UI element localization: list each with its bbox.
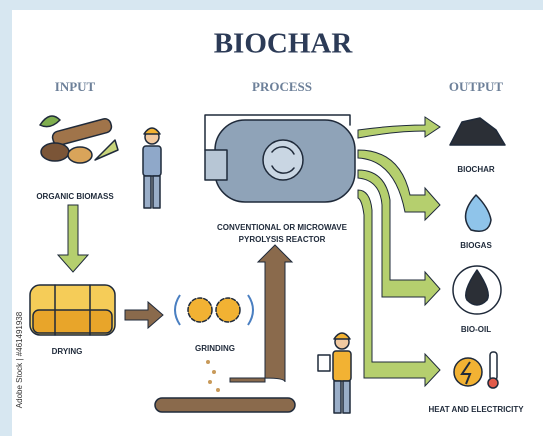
- conveyor: [154, 397, 296, 413]
- column-heading: PROCESS: [252, 79, 312, 94]
- output-label: BIO-OIL: [461, 325, 491, 334]
- heat-icon: [453, 351, 499, 389]
- output-arrows: [357, 116, 441, 388]
- biogas-icon: [464, 194, 492, 232]
- column-heading: INPUT: [55, 79, 96, 94]
- credit: Adobe Stock | #461491938: [15, 311, 24, 408]
- worker: [142, 127, 162, 209]
- node-label: CONVENTIONAL OR MICROWAVE: [217, 223, 348, 232]
- bio-oil-icon: [465, 269, 489, 306]
- column-heading: OUTPUT: [449, 79, 504, 94]
- grinding-icon: [174, 294, 254, 392]
- biomass-icon: [39, 115, 119, 164]
- worker: [317, 332, 352, 414]
- node-label: GRINDING: [195, 344, 235, 353]
- output-label: HEAT AND ELECTRICITY: [428, 405, 524, 414]
- node-label: DRYING: [52, 347, 83, 356]
- biochar-icon: [449, 117, 506, 146]
- node-label: PYROLYSIS REACTOR: [239, 235, 326, 244]
- output-label: BIOGAS: [460, 241, 492, 250]
- drying-icon: [29, 284, 116, 336]
- arrow: [229, 244, 294, 383]
- reactor: [204, 114, 356, 203]
- arrow: [124, 300, 164, 330]
- node-label: ORGANIC BIOMASS: [36, 192, 114, 201]
- arrow: [56, 204, 90, 273]
- output-label: BIOCHAR: [457, 165, 495, 174]
- title: BIOCHAR: [214, 28, 354, 60]
